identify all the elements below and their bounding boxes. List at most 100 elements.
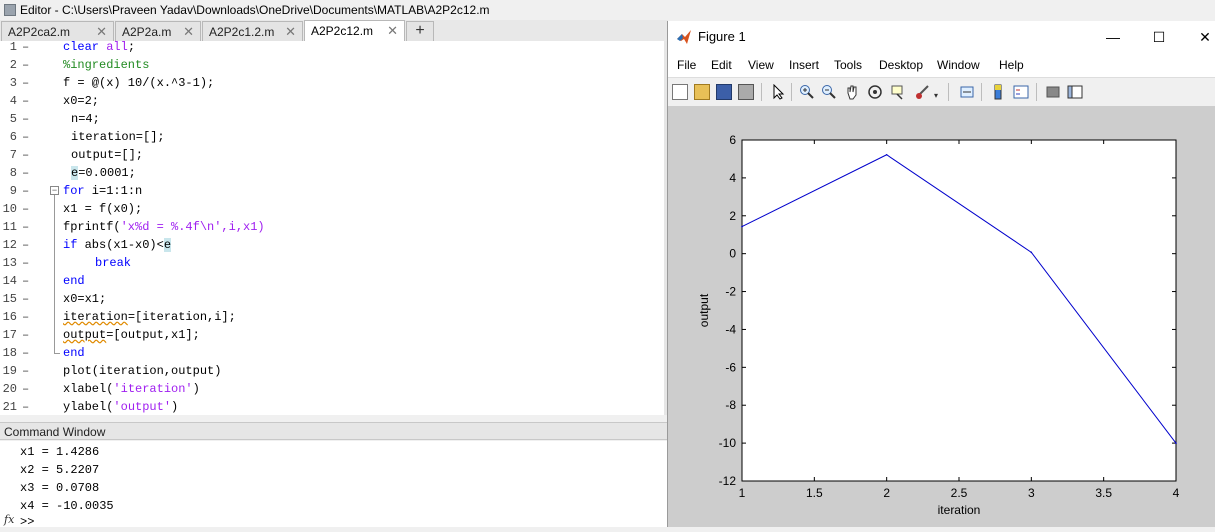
legend-icon[interactable] xyxy=(1013,84,1029,100)
breakpoint-marker[interactable]: – xyxy=(22,148,30,162)
command-prompt[interactable]: >> xyxy=(20,515,35,529)
code-text: iteration=[]; xyxy=(71,130,165,144)
print-icon[interactable] xyxy=(738,84,754,100)
breakpoint-marker[interactable]: – xyxy=(22,94,30,108)
breakpoint-marker[interactable]: – xyxy=(22,346,30,360)
breakpoint-marker[interactable]: – xyxy=(22,41,30,54)
fold-toggle-icon[interactable]: − xyxy=(50,185,59,195)
show-plot-tools-icon[interactable] xyxy=(1067,84,1083,100)
menu-file[interactable]: File xyxy=(677,58,697,72)
rotate-icon[interactable] xyxy=(867,84,883,100)
data-cursor-icon[interactable] xyxy=(890,84,906,100)
code-line[interactable]: 20– xlabel('iteration') xyxy=(0,380,664,398)
pan-icon[interactable] xyxy=(844,84,860,100)
code-line[interactable]: 12– if abs(x1-x0)<e xyxy=(0,236,664,254)
code-editor[interactable]: 1– clear all; 2– %ingredients 3– f = @(x) 10/… xyxy=(0,41,665,415)
brush-dropdown-icon[interactable]: ▾ xyxy=(934,91,939,100)
editor-title-bar: Editor - C:\Users\Praveen Yadav\Download… xyxy=(0,0,668,20)
close-tab-icon[interactable]: ✕ xyxy=(387,23,398,38)
new-figure-icon[interactable] xyxy=(672,84,688,100)
close-tab-icon[interactable]: ✕ xyxy=(183,24,194,39)
breakpoint-marker[interactable]: – xyxy=(22,292,30,306)
breakpoint-marker[interactable]: – xyxy=(22,382,30,396)
code-line[interactable]: 14– end xyxy=(0,272,664,290)
code-line[interactable]: 9– for i=1:1:n xyxy=(0,182,664,200)
menu-view[interactable]: View xyxy=(748,58,774,72)
breakpoint-marker[interactable]: – xyxy=(22,310,30,324)
zoom-out-icon[interactable] xyxy=(821,84,837,100)
pointer-icon[interactable] xyxy=(770,84,786,100)
code-line[interactable]: 17– output=[output,x1]; xyxy=(0,326,664,344)
colorbar-icon[interactable] xyxy=(990,84,1006,100)
menu-window[interactable]: Window xyxy=(937,58,980,72)
close-tab-icon[interactable]: ✕ xyxy=(285,24,296,39)
x-tick-label: 2 xyxy=(883,486,890,500)
line-number: 11 xyxy=(2,220,17,234)
menu-tools[interactable]: Tools xyxy=(834,58,863,72)
menu-help[interactable]: Help xyxy=(999,58,1024,72)
line-number: 1 xyxy=(9,41,17,54)
fx-icon[interactable]: fx xyxy=(4,513,15,526)
code-line[interactable]: 1– clear all; xyxy=(0,41,664,56)
line-chart[interactable]: 1 1.5 2 2.5 3 3.5 4 6 4 2 0 -2 -4 -6 -8 -10 -12 iteration… xyxy=(668,106,1215,527)
code-line[interactable]: 6– iteration=[]; xyxy=(0,128,664,146)
tab-a2p2a[interactable]: A2P2a.m ✕ xyxy=(115,21,201,41)
breakpoint-marker[interactable]: – xyxy=(22,76,30,90)
breakpoint-marker[interactable]: – xyxy=(22,58,30,72)
data-point[interactable] xyxy=(885,153,888,156)
breakpoint-marker[interactable]: – xyxy=(22,238,30,252)
code-line[interactable]: 7– output=[]; xyxy=(0,146,664,164)
code-line[interactable]: 2– %ingredients xyxy=(0,56,664,74)
menu-insert[interactable]: Insert xyxy=(789,58,820,72)
breakpoint-marker[interactable]: – xyxy=(22,274,30,288)
code-text: fprintf('x%d = %.4f\n',i,x1) xyxy=(63,220,265,234)
code-line[interactable]: 16– iteration=[iteration,i]; xyxy=(0,308,664,326)
zoom-in-icon[interactable] xyxy=(799,84,815,100)
series-line[interactable] xyxy=(741,154,1177,444)
data-point[interactable] xyxy=(1030,251,1033,254)
open-file-icon[interactable] xyxy=(694,84,710,100)
minimize-button[interactable]: — xyxy=(1106,29,1120,45)
code-line[interactable]: 15– x0=x1; xyxy=(0,290,664,308)
tab-a2p2ca2[interactable]: A2P2ca2.m ✕ xyxy=(1,21,114,41)
brush-icon[interactable] xyxy=(914,84,930,100)
add-tab-button[interactable]: + xyxy=(406,21,434,41)
code-line[interactable]: 3– f = @(x) 10/(x.^3-1); xyxy=(0,74,664,92)
code-line[interactable]: 13– break xyxy=(0,254,664,272)
data-point[interactable] xyxy=(741,225,743,228)
editor-scrollbar[interactable] xyxy=(664,41,668,415)
code-text: clear all; xyxy=(63,41,136,54)
output-line: x2 = 5.2207 xyxy=(20,463,100,477)
close-tab-icon[interactable]: ✕ xyxy=(96,24,107,39)
breakpoint-marker[interactable]: – xyxy=(22,112,30,126)
maximize-button[interactable]: ☐ xyxy=(1152,29,1166,45)
code-line[interactable]: 21– ylabel('output') xyxy=(0,398,664,415)
code-line[interactable]: 8– e=0.0001; xyxy=(0,164,664,182)
code-line[interactable]: 5– n=4; xyxy=(0,110,664,128)
breakpoint-marker[interactable]: – xyxy=(22,328,30,342)
data-point[interactable] xyxy=(1175,442,1177,444)
breakpoint-marker[interactable]: – xyxy=(22,364,30,378)
tab-a2p2c12[interactable]: A2P2c12.m ✕ xyxy=(304,20,405,42)
code-line[interactable]: 18– end xyxy=(0,344,664,362)
menu-edit[interactable]: Edit xyxy=(711,58,732,72)
command-window[interactable]: x1 = 1.4286 x2 = 5.2207 x3 = 0.0708 x4 =… xyxy=(0,441,668,529)
code-line[interactable]: 11– fprintf('x%d = %.4f\n',i,x1) xyxy=(0,218,664,236)
plot-area[interactable] xyxy=(741,139,1177,482)
breakpoint-marker[interactable]: – xyxy=(22,220,30,234)
close-button[interactable]: ✕ xyxy=(1199,29,1211,45)
breakpoint-marker[interactable]: – xyxy=(22,400,30,414)
breakpoint-marker[interactable]: – xyxy=(22,130,30,144)
menu-desktop[interactable]: Desktop xyxy=(879,58,924,72)
code-line[interactable]: 10– x1 = f(x0); xyxy=(0,200,664,218)
save-icon[interactable] xyxy=(716,84,732,100)
link-icon[interactable] xyxy=(959,84,975,100)
breakpoint-marker[interactable]: – xyxy=(22,256,30,270)
code-line[interactable]: 19– plot(iteration,output) xyxy=(0,362,664,380)
hide-plot-tools-icon[interactable] xyxy=(1045,84,1061,100)
code-line[interactable]: 4– x0=2; xyxy=(0,92,664,110)
breakpoint-marker[interactable]: – xyxy=(22,202,30,216)
breakpoint-marker[interactable]: – xyxy=(22,166,30,180)
tab-a2p2c1-2[interactable]: A2P2c1.2.m ✕ xyxy=(202,21,303,41)
breakpoint-marker[interactable]: – xyxy=(22,184,30,198)
